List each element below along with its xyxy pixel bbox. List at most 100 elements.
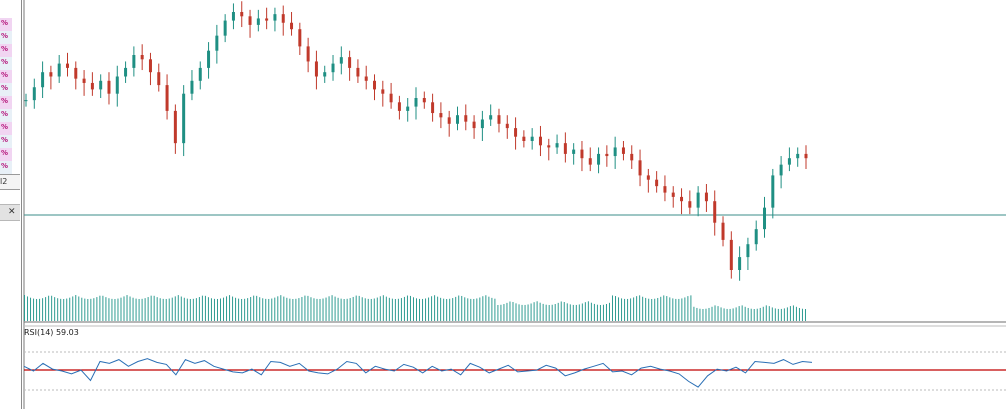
- side-panel-row[interactable]: %: [0, 161, 12, 174]
- side-panel-row[interactable]: %: [0, 31, 12, 44]
- volume-bar: [192, 298, 194, 321]
- volume-bar: [204, 295, 206, 321]
- candle-body: [663, 186, 667, 193]
- volume-bar: [60, 298, 62, 321]
- candle-body: [157, 72, 161, 86]
- candle-body: [804, 153, 808, 159]
- volume-bar: [551, 304, 553, 321]
- candle-body: [24, 100, 28, 102]
- candle-body: [41, 72, 45, 88]
- candle-body: [281, 14, 285, 23]
- volume-bar: [705, 308, 707, 321]
- volume-bar: [388, 297, 390, 321]
- volume-bar: [533, 302, 535, 321]
- volume-bar: [419, 298, 421, 321]
- volume-bar: [177, 295, 179, 321]
- volume-bar: [253, 295, 255, 321]
- volume-bar: [636, 296, 638, 321]
- volume-bar: [729, 308, 731, 321]
- volume-bar: [434, 295, 436, 321]
- candle-body: [49, 72, 53, 77]
- volume-bar: [569, 304, 571, 321]
- volume-bar: [391, 298, 393, 321]
- close-icon[interactable]: ✕: [8, 207, 16, 217]
- volume-bar: [446, 298, 448, 321]
- close-panel-button[interactable]: ✕: [0, 204, 20, 221]
- candle-body: [273, 14, 277, 21]
- volume-bar: [437, 296, 439, 321]
- volume-bar: [54, 297, 56, 321]
- volume-bar: [183, 297, 185, 321]
- volume-bar: [428, 297, 430, 321]
- volume-bar: [226, 296, 228, 321]
- candle-body: [414, 98, 418, 107]
- rsi-line: [23, 358, 813, 388]
- volume-bar: [355, 295, 357, 321]
- volume-bar: [476, 298, 478, 321]
- side-panel-row[interactable]: %: [0, 83, 12, 96]
- candle-body: [680, 196, 684, 202]
- volume-bar: [69, 297, 71, 321]
- candle-body: [464, 115, 468, 122]
- side-panel-row[interactable]: %: [0, 135, 12, 148]
- candle-body: [605, 153, 609, 157]
- side-panel-row[interactable]: %: [0, 122, 12, 135]
- side-panel-row[interactable]: %: [0, 148, 12, 161]
- candle-body: [646, 175, 650, 180]
- candle-body: [497, 115, 501, 124]
- volume-bar: [624, 298, 626, 321]
- side-panel-row[interactable]: %: [0, 109, 12, 122]
- volume-bar: [711, 306, 713, 321]
- candle-body: [721, 222, 725, 240]
- candle-body: [704, 192, 708, 202]
- candle-body: [240, 12, 244, 17]
- side-panel-row[interactable]: %: [0, 57, 12, 70]
- candle-body: [397, 102, 401, 111]
- volume-bar: [409, 295, 411, 321]
- volume-bar: [506, 302, 508, 321]
- side-panel-row[interactable]: %: [0, 18, 12, 31]
- candle-body: [124, 67, 128, 77]
- volume-bar: [102, 295, 104, 321]
- candle-body: [306, 46, 310, 62]
- volume-bar: [494, 298, 496, 321]
- volume-bar: [708, 307, 710, 321]
- side-panel-row[interactable]: %: [0, 70, 12, 83]
- volume-bar: [346, 298, 348, 321]
- volume-bar: [216, 298, 218, 321]
- volume-bar: [81, 297, 83, 321]
- candle-body: [638, 160, 642, 176]
- volume-bar: [24, 295, 25, 321]
- volume-bar: [271, 298, 273, 321]
- candle-body: [223, 20, 227, 36]
- candle-body: [738, 257, 742, 270]
- volume-bar: [458, 295, 460, 321]
- volume-bar: [714, 305, 716, 321]
- volume-bar: [207, 297, 209, 321]
- volume-bar: [186, 298, 188, 321]
- volume-bar: [753, 308, 755, 321]
- candle-body: [248, 16, 252, 25]
- candle-body: [763, 207, 767, 230]
- volume-bar: [639, 295, 641, 321]
- side-panel-row[interactable]: %: [0, 96, 12, 109]
- candle-body: [140, 55, 144, 60]
- candle-body: [32, 87, 36, 101]
- volume-bar: [473, 298, 475, 321]
- volume-bar: [798, 307, 800, 321]
- candle-body: [182, 93, 186, 144]
- volume-bar: [768, 306, 770, 321]
- volume-bar: [156, 297, 158, 321]
- volume-bar: [150, 295, 152, 321]
- volume-bar: [412, 297, 414, 321]
- side-panel-row-label: %: [1, 19, 9, 27]
- volume-bar: [723, 308, 725, 321]
- side-panel-row[interactable]: %: [0, 44, 12, 57]
- candle-body: [439, 113, 443, 118]
- volume-bar: [521, 304, 523, 321]
- volume-bar: [114, 298, 116, 321]
- volume-bar: [36, 298, 38, 321]
- volume-bar: [30, 297, 32, 321]
